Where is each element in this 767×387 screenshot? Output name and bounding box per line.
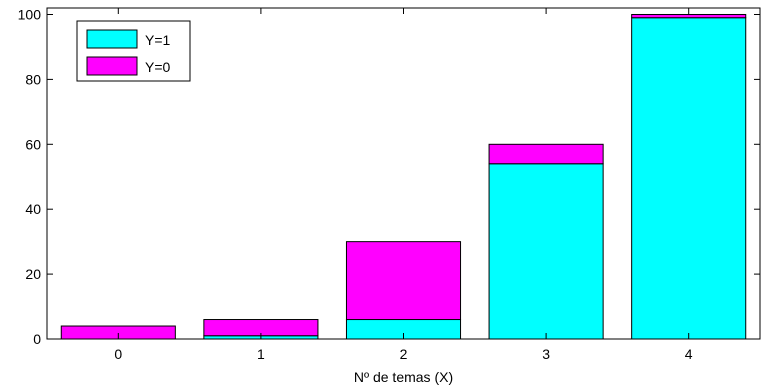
legend-label-Y1: Y=1 [145,32,171,48]
x-tick-label-3: 3 [542,346,550,362]
y-tick-label-100: 100 [18,6,42,22]
bar-Y1-cat-3 [488,163,604,340]
y-tick-label-60: 60 [25,136,41,152]
y-tick-label-20: 20 [25,266,41,282]
legend-swatch-Y0 [86,56,138,76]
bars-layer [60,13,747,340]
y-tick-label-40: 40 [25,201,41,217]
y-tick-label-0: 0 [33,331,41,347]
x-tick-label-1: 1 [257,346,265,362]
bar-Y0-cat-2 [345,241,462,321]
legend-label-Y0: Y=0 [145,59,171,75]
bar-Y1-cat-4 [631,17,747,340]
x-axis-label: Nº de temas (X) [354,369,453,385]
axes-layer: 0 20 40 60 80 100 0 1 2 3 4 [18,6,761,362]
legend-swatch-Y1 [86,29,138,49]
bar-Y0-cat-3 [488,143,604,165]
y-tick-label-80: 80 [25,71,41,87]
x-tick-label-2: 2 [400,346,408,362]
bar-Y0-cat-4 [631,13,747,19]
x-tick-label-4: 4 [685,346,693,362]
x-tick-label-0: 0 [114,346,122,362]
legend: Y=1 Y=0 [76,20,191,82]
